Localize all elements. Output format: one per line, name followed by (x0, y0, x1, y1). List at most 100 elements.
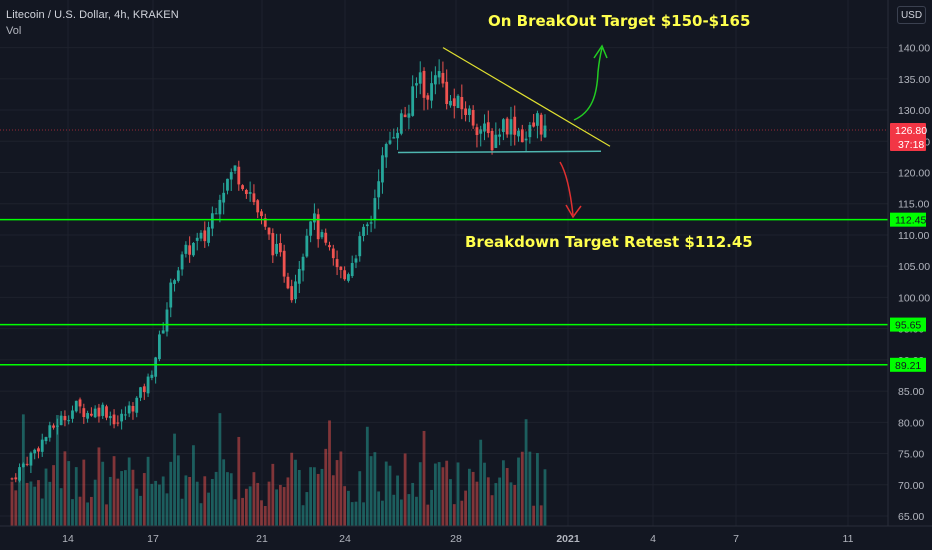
price-axis-area (888, 0, 932, 526)
candle-body (494, 134, 498, 148)
candle-body (528, 124, 532, 138)
volume-bar (339, 451, 343, 526)
volume-bar (418, 462, 422, 526)
candle (199, 230, 203, 242)
volume-bar (313, 467, 316, 526)
candle (146, 373, 150, 397)
candle (445, 69, 449, 110)
candle (309, 221, 313, 243)
candle-body (426, 95, 430, 100)
candle-body (369, 222, 373, 224)
candle-body (55, 425, 59, 427)
volume-bar (305, 492, 309, 526)
candle (498, 128, 502, 146)
volume-bar (354, 501, 358, 526)
volume-bar (263, 505, 267, 526)
volume-bar (543, 469, 547, 526)
candle-body (324, 232, 328, 243)
candle (396, 127, 399, 150)
volume-bar (218, 413, 222, 526)
candle (331, 244, 335, 266)
candle (490, 128, 494, 155)
candle-body (343, 270, 347, 280)
candle (55, 418, 59, 435)
candle (139, 386, 142, 402)
candle-body (40, 439, 44, 452)
candle-body (475, 127, 479, 135)
volume-bar (430, 489, 433, 526)
candle (532, 113, 536, 128)
volume-bar (244, 488, 248, 526)
volume-bar (89, 496, 93, 526)
volume-bar (301, 505, 305, 526)
volume-bar (320, 468, 324, 526)
candle-body (471, 109, 475, 126)
candle-body (505, 118, 509, 135)
volume-bar (124, 470, 127, 526)
volume-bar (528, 451, 532, 526)
candle (124, 406, 127, 420)
volume-bar (97, 447, 101, 526)
volume-bar (407, 494, 411, 526)
candle (384, 142, 388, 168)
x-tick-label: 7 (733, 533, 739, 545)
volume-bar (392, 494, 396, 526)
volume-bar (169, 461, 173, 526)
candle-body (502, 119, 505, 132)
candle-body (48, 425, 52, 438)
candle (301, 253, 305, 282)
candle (244, 188, 248, 199)
candle (86, 410, 89, 423)
candle (282, 244, 286, 283)
candle-body (44, 437, 48, 442)
candle (25, 456, 29, 467)
volume-bar (161, 476, 165, 526)
volume-bar (29, 481, 33, 526)
volume-bar (195, 481, 199, 526)
candle (339, 266, 343, 279)
candle-body (403, 114, 407, 118)
volume-bar (199, 503, 203, 526)
candle (195, 232, 199, 251)
candle (347, 272, 350, 283)
volume-bar (532, 505, 536, 526)
candle-body (97, 407, 101, 417)
volume-bar (494, 483, 498, 526)
candle-body (520, 129, 524, 143)
candle (369, 215, 373, 233)
candle (467, 105, 471, 123)
volume-bar (52, 465, 55, 526)
candle (539, 112, 543, 142)
candle (267, 227, 271, 240)
volume-bar (203, 476, 207, 526)
candle-body (10, 478, 14, 480)
volume-bar (93, 479, 97, 526)
candle (509, 106, 513, 146)
candle-body (452, 98, 456, 107)
y-tick-label: 130.00 (898, 105, 930, 117)
volume-bar (150, 483, 154, 526)
volume-bar (275, 489, 278, 526)
currency-selector-button[interactable]: USD (897, 6, 926, 24)
candle (271, 228, 275, 263)
volume-bar (112, 456, 116, 526)
breakdown-arrow-down (559, 161, 582, 219)
candle (78, 397, 82, 414)
candle-body (210, 213, 214, 229)
volume-bar (539, 505, 543, 526)
candle-body (486, 122, 490, 134)
volume-bar (14, 490, 18, 526)
candle-body (161, 330, 165, 334)
x-tick-label: 11 (843, 533, 854, 545)
candle (328, 241, 331, 251)
volume-bar (309, 467, 313, 526)
candle (226, 178, 229, 195)
candle (214, 207, 218, 215)
volume-bar (21, 414, 25, 526)
candle-body (207, 227, 210, 243)
candle-body (188, 245, 192, 255)
candle-body (260, 211, 263, 217)
candle (449, 95, 452, 108)
volume-bar (260, 500, 263, 526)
